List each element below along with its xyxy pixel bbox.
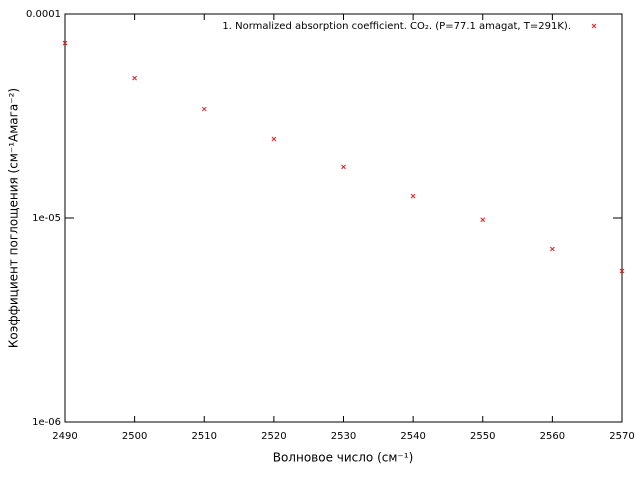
cross-stroke bbox=[62, 40, 68, 46]
y-tick-label: 1e-06 bbox=[32, 417, 61, 428]
legend-marker bbox=[591, 23, 597, 29]
y-tick-label: 1e-05 bbox=[32, 213, 61, 224]
cross-stroke bbox=[550, 246, 555, 252]
point bbox=[132, 75, 137, 81]
y-tick-label: 0.0001 bbox=[26, 9, 61, 20]
point bbox=[201, 106, 207, 112]
point bbox=[550, 246, 555, 252]
point bbox=[480, 217, 486, 223]
x-tick-label: 2530 bbox=[331, 431, 356, 442]
x-axis-label: Волновое число (см⁻¹) bbox=[273, 451, 414, 465]
cross-stroke bbox=[591, 23, 597, 29]
x-tick-label: 2540 bbox=[400, 431, 425, 442]
x-tick-label: 2490 bbox=[52, 431, 77, 442]
x-tick-label: 2510 bbox=[192, 431, 217, 442]
x-tick-label: 2520 bbox=[261, 431, 286, 442]
cross-stroke bbox=[410, 193, 416, 199]
x-tick-label: 2550 bbox=[470, 431, 495, 442]
cross-stroke bbox=[271, 136, 277, 142]
cross-stroke bbox=[201, 106, 207, 112]
cross-stroke bbox=[132, 75, 137, 81]
plot-frame bbox=[64, 13, 623, 423]
x-tick-label: 2500 bbox=[122, 431, 147, 442]
x-tick-label: 2560 bbox=[540, 431, 565, 442]
x-tick-label: 2570 bbox=[609, 431, 634, 442]
legend-label: 1. Normalized absorption coefficient. CO… bbox=[222, 21, 571, 32]
cross-stroke bbox=[341, 164, 346, 170]
cross-stroke bbox=[480, 217, 486, 223]
point bbox=[619, 268, 625, 274]
point bbox=[341, 164, 346, 170]
cross-stroke bbox=[619, 268, 625, 274]
point bbox=[410, 193, 416, 199]
point bbox=[62, 40, 68, 46]
point bbox=[271, 136, 277, 142]
y-axis-label: Коэффициент поглощения (см⁻¹Амага⁻²) bbox=[7, 88, 21, 348]
